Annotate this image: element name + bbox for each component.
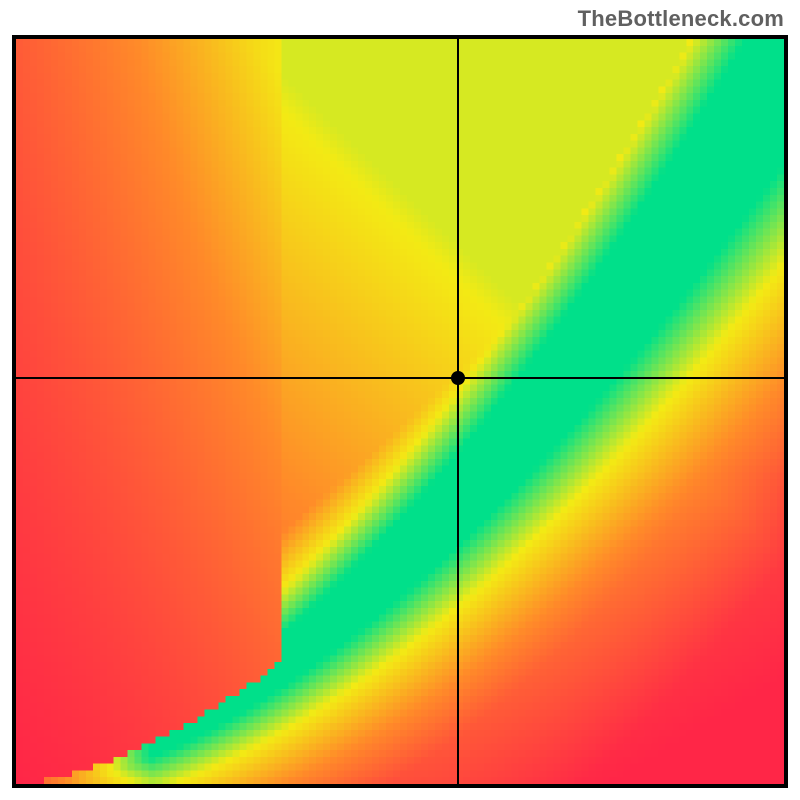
crosshair-horizontal [16,377,784,379]
attribution-text: TheBottleneck.com [578,6,784,32]
heatmap-canvas [16,39,784,784]
marker-point [451,371,465,385]
heatmap-chart [12,35,788,788]
crosshair-vertical [457,39,459,784]
